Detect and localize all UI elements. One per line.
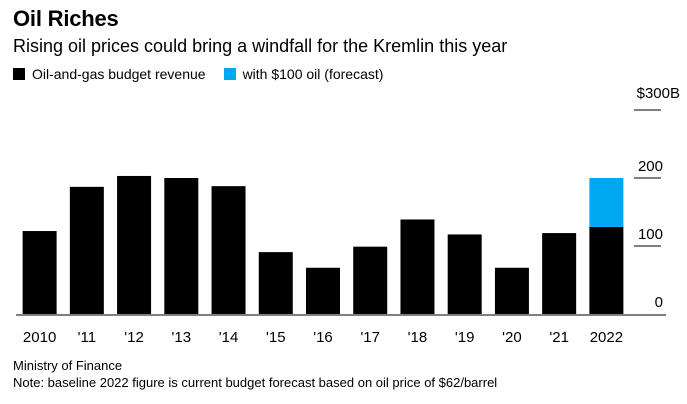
x-tick-label: '15 (266, 329, 286, 346)
note-text: Note: baseline 2022 figure is current bu… (13, 375, 498, 390)
y-tick-label: 0 (655, 294, 663, 311)
bar-revenue-5 (258, 252, 293, 314)
bar-revenue-0 (22, 231, 57, 314)
bar-revenue-3 (164, 178, 199, 314)
x-tick-label: '21 (549, 329, 569, 346)
x-tick-label: '14 (219, 329, 239, 346)
chart-legend: Oil-and-gas budget revenue with $100 oil… (13, 66, 401, 82)
x-tick-label: '17 (360, 329, 380, 346)
legend-item-revenue: Oil-and-gas budget revenue (13, 66, 206, 82)
y-tick-label: 200 (638, 158, 663, 175)
bars-group (22, 175, 624, 314)
bar-revenue-1 (69, 186, 104, 314)
x-tick-label: '19 (455, 329, 475, 346)
legend-swatch-revenue (13, 68, 25, 80)
x-tick-label: 2010 (23, 329, 56, 346)
legend-label-revenue: Oil-and-gas budget revenue (32, 66, 206, 82)
y-tick-label: $300B (637, 85, 680, 102)
x-tick-label: '11 (78, 329, 96, 346)
x-tick-label: '12 (124, 329, 144, 346)
x-tick-label: '20 (502, 329, 522, 346)
axes-group: 2010 '11 '12 '13 '14 '15 '16 '17 '18 '19 '20 '21 202… (16, 85, 680, 346)
bar-forecast-12 (589, 178, 624, 227)
bar-revenue-7 (353, 246, 388, 314)
legend-swatch-forecast (223, 68, 236, 80)
chart-title: Oil Riches (13, 6, 119, 31)
bar-revenue-2 (117, 175, 152, 314)
source-text: Ministry of Finance (13, 358, 123, 373)
x-tick-label: '16 (313, 329, 333, 346)
chart-subtitle: Rising oil prices could bring a windfall… (13, 36, 508, 56)
bar-revenue-8 (400, 219, 435, 314)
bar-revenue-6 (306, 267, 340, 314)
bar-revenue-11 (542, 233, 577, 314)
legend-item-forecast: with $100 oil (forecast) (223, 66, 384, 82)
bar-revenue-9 (447, 234, 482, 314)
x-tick-label: 2022 (590, 329, 623, 346)
legend-label-forecast: with $100 oil (forecast) (242, 66, 384, 82)
x-tick-label: '18 (408, 329, 428, 346)
x-tick-label: '13 (172, 329, 192, 346)
bar-revenue-4 (211, 186, 246, 314)
bar-revenue-12 (589, 226, 624, 314)
bar-revenue-10 (494, 267, 529, 314)
y-tick-label: 100 (638, 226, 663, 243)
